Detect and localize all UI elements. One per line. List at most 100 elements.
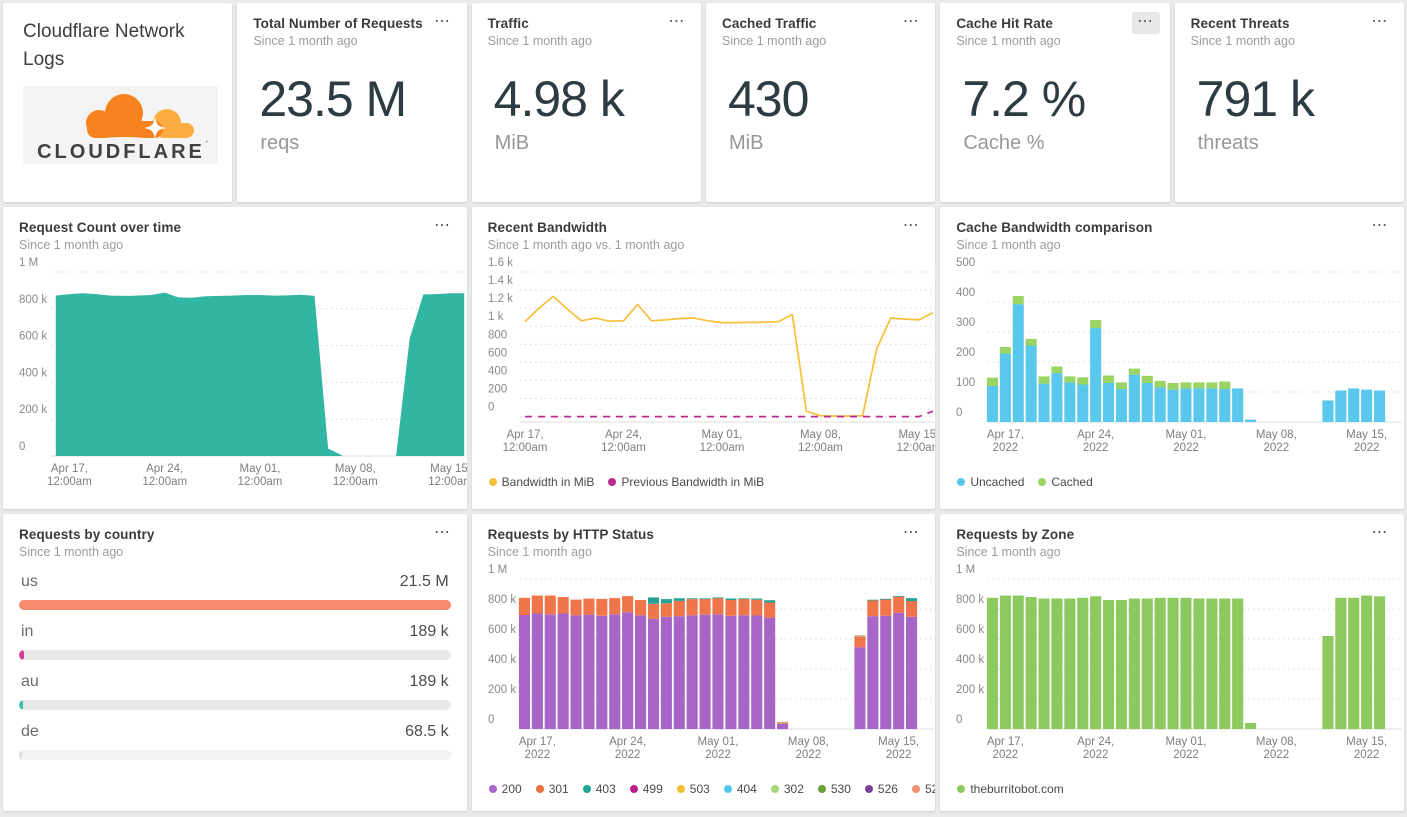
panel-menu-icon[interactable]: ⋯ xyxy=(1371,217,1389,234)
legend-item-theburritobot-com[interactable]: theburritobot.com xyxy=(957,782,1064,796)
legend-dot-icon xyxy=(817,785,826,793)
panel-menu-icon[interactable]: ⋯ xyxy=(668,13,686,30)
svg-text:May 15,: May 15, xyxy=(898,429,935,441)
stat-unit: reqs xyxy=(260,132,300,154)
svg-text:May 08,: May 08, xyxy=(1256,429,1297,441)
country-bar-fill xyxy=(19,600,451,610)
panel-title: Cached Traffic xyxy=(721,16,817,31)
panel-menu-icon[interactable]: ⋯ xyxy=(434,217,452,234)
panel-menu-icon[interactable]: ⋯ xyxy=(434,524,452,541)
svg-text:0: 0 xyxy=(956,407,962,419)
panel-menu-icon[interactable]: ⋯ xyxy=(1371,524,1389,541)
http-status-bar-chart: 1 M 800 k 600 k 400 k 200 k 0 Apr 17, 2022 Apr 2… xyxy=(472,559,936,776)
legend-item-403[interactable]: 403 xyxy=(582,782,616,796)
legend-label: Previous Bandwidth in MiB xyxy=(621,475,765,489)
panel-menu-icon[interactable]: ⋯ xyxy=(1371,13,1389,30)
panel-total-requests: Total Number of Requests Since 1 month a… xyxy=(237,3,467,202)
legend-dot-icon xyxy=(723,785,732,793)
svg-text:May 08,: May 08, xyxy=(800,429,841,441)
country-row-de: de 68.5 k xyxy=(19,723,451,760)
panel-subtitle: Since 1 month ago xyxy=(956,34,1061,48)
cache-bandwidth-legend: Uncached Cached xyxy=(940,469,1404,489)
legend-item-previous-bandwidth-in-mib[interactable]: Previous Bandwidth in MiB xyxy=(608,475,764,489)
legend-item-404[interactable]: 404 xyxy=(723,782,757,796)
svg-text:0: 0 xyxy=(488,402,494,414)
svg-text:2022: 2022 xyxy=(1083,442,1109,454)
legend-item-cached[interactable]: Cached xyxy=(1038,475,1093,489)
panel-traffic: Traffic Since 1 month ago ⋯ 4.98 k MiB xyxy=(471,3,701,202)
svg-text:100: 100 xyxy=(956,377,975,389)
legend-item-503[interactable]: 503 xyxy=(676,782,710,796)
country-bar-track xyxy=(19,650,451,660)
svg-text:200: 200 xyxy=(488,384,507,396)
recent-bandwidth-legend: Bandwidth in MiB Previous Bandwidth in Mi… xyxy=(472,469,936,489)
legend-dot-icon xyxy=(608,478,617,486)
legend-item-499[interactable]: 499 xyxy=(629,782,663,796)
panel-subtitle: Since 1 month ago xyxy=(956,545,1061,559)
panel-menu-icon[interactable]: ⋯ xyxy=(902,524,920,541)
panel-menu-icon[interactable]: ⋯ xyxy=(434,13,452,30)
panel-request-count: Request Count over time Since 1 month ag… xyxy=(3,207,467,509)
dashboard-title: Cloudflare Network Logs xyxy=(23,21,185,70)
panel-menu-icon[interactable]: ⋯ xyxy=(902,217,920,234)
svg-text:2022: 2022 xyxy=(615,749,641,761)
zone-bar-chart: 1 M 800 k 600 k 400 k 200 k 0 Apr 17, 2022 Apr 2… xyxy=(940,559,1404,776)
svg-text:1.6 k: 1.6 k xyxy=(488,257,513,269)
panel-requests-by-country: Requests by country Since 1 month ago ⋯ … xyxy=(3,514,467,811)
svg-text:1 M: 1 M xyxy=(19,257,38,269)
svg-text:12:00am: 12:00am xyxy=(699,442,744,454)
panel-title: Recent Threats xyxy=(1190,16,1290,31)
request-count-area-chart: 1 M 800 k 600 k 400 k 200 k 0 Apr 17, 12:00am Ap… xyxy=(3,252,467,503)
legend-item-bandwidth-in-mib[interactable]: Bandwidth in MiB xyxy=(488,475,595,489)
svg-text:200 k: 200 k xyxy=(956,684,984,696)
stat-unit: threats xyxy=(1197,132,1259,154)
legend-dot-icon xyxy=(911,785,920,793)
svg-text:600 k: 600 k xyxy=(19,331,47,343)
legend-item-302[interactable]: 302 xyxy=(770,782,804,796)
legend-item-uncached[interactable]: Uncached xyxy=(957,475,1024,489)
legend-item-526[interactable]: 526 xyxy=(864,782,898,796)
panel-menu-icon[interactable]: ⋯ xyxy=(902,13,920,30)
cloudflare-logo: CLOUDFLARE ' xyxy=(23,86,219,165)
country-code: de xyxy=(21,723,39,740)
legend-label: 302 xyxy=(783,782,804,796)
legend-label: Bandwidth in MiB xyxy=(501,475,595,489)
svg-text:2022: 2022 xyxy=(1174,442,1200,454)
legend-dot-icon xyxy=(488,785,497,793)
legend-item-530[interactable]: 530 xyxy=(817,782,851,796)
svg-text:200 k: 200 k xyxy=(488,684,516,696)
legend-label: 503 xyxy=(689,782,710,796)
panel-title: Total Number of Requests xyxy=(253,16,423,31)
svg-text:2022: 2022 xyxy=(1174,749,1200,761)
svg-text:CLOUDFLARE: CLOUDFLARE xyxy=(37,141,205,161)
legend-item-524[interactable]: 524 xyxy=(911,782,935,796)
legend-dot-icon xyxy=(676,785,685,793)
legend-item-200[interactable]: 200 xyxy=(488,782,522,796)
svg-text:May 15,: May 15, xyxy=(878,736,919,748)
country-row-au: au 189 k xyxy=(19,673,451,710)
svg-text:12:00am: 12:00am xyxy=(798,442,843,454)
stat-value: 791 k xyxy=(1196,71,1315,127)
legend-dot-icon xyxy=(535,785,544,793)
svg-text:May 01,: May 01, xyxy=(240,463,281,475)
svg-text:May 01,: May 01, xyxy=(1166,429,1207,441)
svg-text:2022: 2022 xyxy=(1354,442,1380,454)
svg-text:2022: 2022 xyxy=(705,749,731,761)
legend-item-301[interactable]: 301 xyxy=(535,782,569,796)
svg-text:2022: 2022 xyxy=(1264,442,1290,454)
svg-text:1.2 k: 1.2 k xyxy=(488,293,513,305)
svg-text:2022: 2022 xyxy=(886,749,912,761)
panel-subtitle: Since 1 month ago xyxy=(956,238,1061,252)
legend-dot-icon xyxy=(770,785,779,793)
panel-menu-icon[interactable]: ⋯ xyxy=(1131,12,1160,34)
country-bar-fill xyxy=(19,750,23,760)
svg-text:May 15,: May 15, xyxy=(430,463,467,475)
country-bar-track xyxy=(19,600,451,610)
panel-requests-by-zone: Requests by Zone Since 1 month ago ⋯ 1 M… xyxy=(940,514,1404,811)
svg-text:400 k: 400 k xyxy=(488,654,516,666)
svg-text:Apr 17,: Apr 17, xyxy=(506,429,543,441)
svg-text:12:00am: 12:00am xyxy=(47,476,92,488)
svg-text:': ' xyxy=(206,139,208,149)
